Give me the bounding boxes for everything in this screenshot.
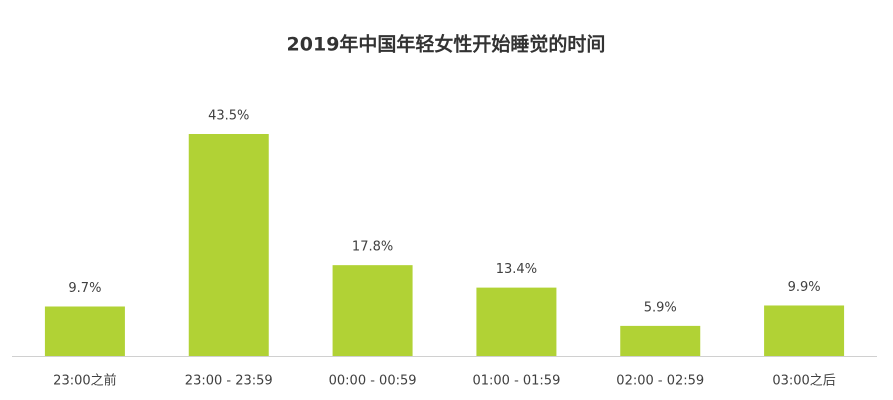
- x-tick-label: 01:00 - 01:59: [472, 374, 560, 389]
- bar: [620, 325, 701, 356]
- value-label: 13.4%: [496, 262, 537, 277]
- bar: [764, 305, 845, 356]
- value-label: 9.9%: [788, 280, 821, 295]
- x-tick-label: 02:00 - 02:59: [616, 374, 704, 389]
- bar: [476, 287, 557, 356]
- chart-title: 2019年中国年轻女性开始睡觉的时间: [287, 33, 606, 56]
- x-tick-label: 00:00 - 00:59: [329, 374, 417, 389]
- bar: [332, 265, 413, 356]
- x-tick-label: 23:00 - 23:59: [185, 374, 273, 389]
- x-tick-label: 23:00之前: [53, 373, 116, 389]
- value-label: 5.9%: [644, 300, 677, 315]
- value-label: 43.5%: [208, 109, 249, 124]
- x-tick-label: 03:00之后: [772, 374, 835, 389]
- bar: [188, 134, 269, 356]
- value-label: 17.8%: [352, 240, 393, 255]
- bar: [44, 306, 125, 356]
- value-label: 9.7%: [68, 281, 101, 296]
